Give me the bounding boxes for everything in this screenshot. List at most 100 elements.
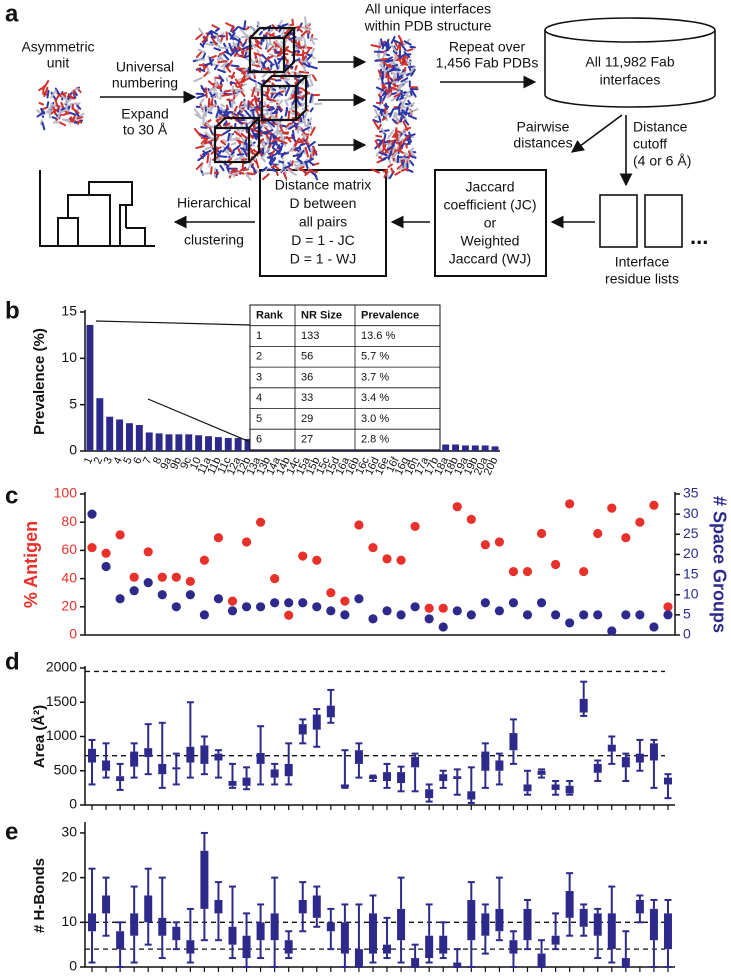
point [185,590,195,600]
protein-strand [287,110,291,121]
protein-strand [297,27,304,33]
protein-strand [193,108,202,117]
box [186,746,195,763]
bar [96,398,104,451]
box [509,940,518,954]
point [326,606,336,616]
box [242,777,251,786]
protein-strand [238,46,243,51]
protein-strand [202,62,206,70]
protein-strand [381,158,386,162]
bar [175,434,183,451]
box [144,748,153,758]
protein-strand [254,38,261,45]
y-tick-label: 0 [69,626,77,642]
protein-strand [206,152,210,164]
bar [135,425,143,451]
protein-strand [203,138,209,144]
protein-strand [382,61,391,68]
point [354,520,364,530]
protein-strand [303,111,308,121]
protein-strand [263,101,267,107]
protein-strand [265,135,270,145]
box [172,767,181,770]
protein-strand [373,114,381,119]
box [298,899,307,914]
label: coefficient (JC) [443,197,536,213]
point [185,576,195,587]
point [396,610,406,620]
protein-strand [392,112,396,118]
protein-strand [225,77,229,83]
point [438,622,448,632]
protein-strand [409,155,417,159]
protein-strand [306,143,312,153]
protein-strand [271,46,279,50]
protein-strand [378,156,383,160]
protein-strand [204,131,213,140]
protein-strand [283,164,291,170]
protein-strand [238,107,244,112]
point [270,598,280,608]
protein-strand [380,127,385,133]
protein-strand [53,108,59,113]
label: residue lists [605,271,679,287]
protein-strand [268,53,279,59]
protein-strand [211,24,219,30]
protein-strand [59,121,67,127]
point [410,521,420,532]
table-header: Prevalence [361,309,419,321]
protein-strand [398,140,403,150]
protein-strand [393,53,399,59]
table-cell: 56 [301,351,313,363]
protein-strand [405,140,412,146]
protein-strand [197,67,206,73]
box [312,895,321,918]
box [186,940,195,954]
protein-strand [402,134,410,143]
point [382,606,392,616]
point [157,572,167,582]
box [467,791,476,800]
protein-strand [405,94,412,98]
protein-strand [287,162,292,166]
protein-strand [407,102,415,108]
point [649,622,659,632]
protein-strand [290,101,294,110]
protein-strand [221,145,229,153]
point [536,598,547,608]
protein-strand [229,50,236,57]
protein-strand [298,121,306,124]
table-cell: 27 [301,433,313,445]
label: clustering [184,232,244,248]
box [158,917,167,936]
protein-strand [377,52,381,58]
box [397,908,406,941]
box [130,913,139,936]
label: Pairwise [517,119,570,135]
protein-strand [76,104,82,110]
protein-strand [238,100,243,109]
point [550,559,561,570]
box [593,763,602,773]
protein-strand [63,98,73,106]
protein-strand [206,108,212,113]
protein-strand [258,101,262,107]
protein-strand [401,109,407,116]
protein-strand [227,157,233,162]
protein-strand [249,127,255,131]
protein-strand [388,63,393,68]
y2-tick-label: 30 [683,505,699,521]
protein-strand [266,58,273,65]
protein-strand [384,148,389,154]
protein-strand [391,146,396,154]
protein-strand [236,153,245,156]
box [593,913,602,936]
protein-strand [64,104,69,112]
protein-strand [231,26,235,32]
protein-strand [214,76,222,80]
protein-strand [310,148,314,159]
protein-strand [217,68,226,74]
protein-strand [393,40,398,47]
protein-strand [382,68,386,79]
